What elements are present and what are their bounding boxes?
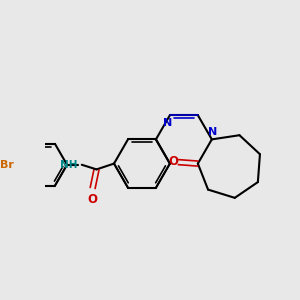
Text: N: N <box>163 118 172 128</box>
Text: N: N <box>208 127 217 137</box>
Text: O: O <box>88 193 98 206</box>
Text: Br: Br <box>0 160 14 170</box>
Text: O: O <box>169 155 179 168</box>
Text: NH: NH <box>60 160 78 170</box>
